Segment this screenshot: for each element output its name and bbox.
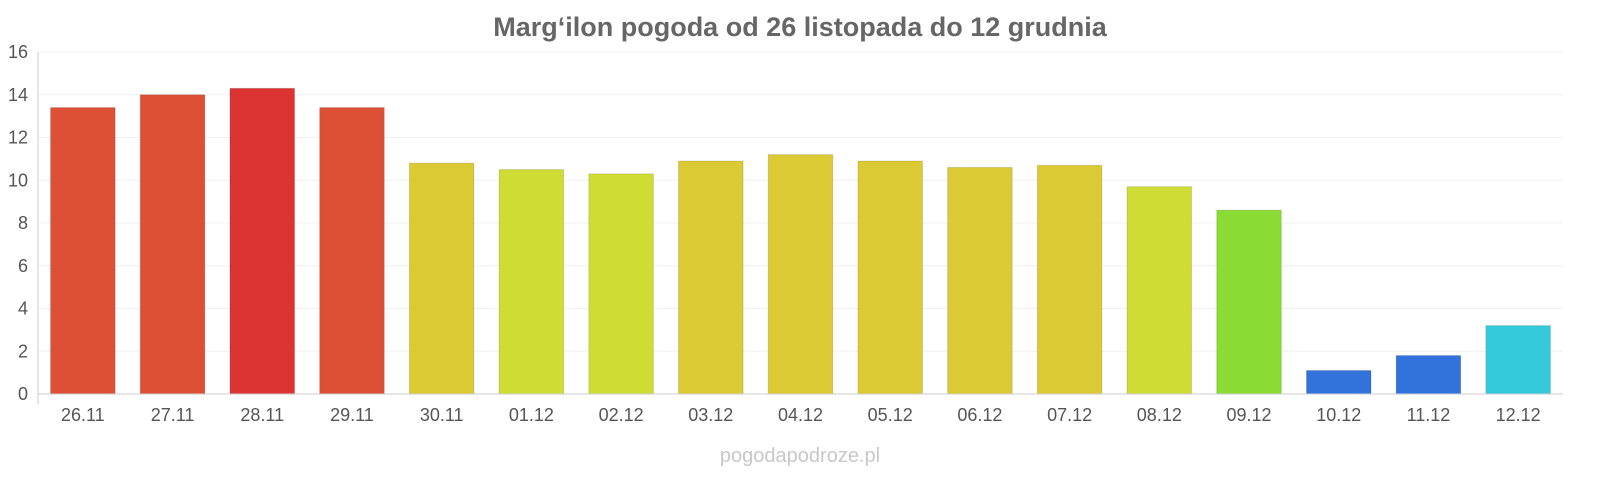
x-tick-label: 05.12	[868, 405, 913, 425]
bar-09.12	[1216, 209, 1282, 395]
bar-02.12	[588, 173, 654, 395]
x-tick-label: 28.11	[240, 405, 284, 425]
x-tick-label: 06.12	[957, 405, 1002, 425]
x-tick-label: 04.12	[778, 405, 823, 425]
bar-27.11	[139, 94, 206, 395]
x-tick-label: 08.12	[1137, 405, 1182, 425]
x-tick-label: 07.12	[1047, 405, 1092, 425]
x-tick-label: 01.12	[509, 405, 554, 425]
y-tick-label: 14	[8, 85, 28, 105]
bar-03.12	[678, 160, 744, 395]
x-tick-label: 27.11	[151, 405, 195, 425]
watermark-text: pogodapodroze.pl	[720, 445, 880, 467]
x-tick-label: 26.11	[61, 405, 105, 425]
x-tick-label: 09.12	[1227, 405, 1272, 425]
y-tick-label: 4	[18, 299, 28, 319]
x-tick-label: 12.12	[1496, 405, 1541, 425]
x-tick-label: 02.12	[599, 405, 644, 425]
x-tick-label: 03.12	[688, 405, 733, 425]
x-tick-label: 10.12	[1316, 405, 1361, 425]
chart-title: Marg‘ilon pogoda od 26 listopada do 12 g…	[493, 12, 1108, 42]
bar-10.12	[1305, 369, 1372, 395]
bars	[50, 87, 1551, 395]
y-tick-label: 8	[18, 213, 28, 233]
bar-28.11	[229, 87, 296, 395]
bar-05.12	[857, 160, 923, 395]
bar-11.12	[1395, 355, 1462, 395]
bar-01.12	[498, 169, 565, 395]
bar-26.11	[50, 107, 116, 395]
bar-07.12	[1036, 164, 1103, 395]
x-tick-label: 11.12	[1407, 405, 1451, 425]
y-tick-label: 2	[18, 341, 28, 361]
y-tick-label: 12	[8, 128, 28, 148]
x-tick-label: 29.11	[330, 405, 374, 425]
bar-12.12	[1485, 325, 1551, 395]
y-tick-label: 16	[8, 42, 28, 62]
bar-29.11	[319, 107, 385, 395]
bar-06.12	[947, 166, 1013, 395]
bar-30.11	[408, 162, 475, 395]
bar-04.12	[767, 154, 834, 395]
y-tick-label: 0	[18, 384, 28, 404]
bar-08.12	[1126, 186, 1193, 395]
y-tick-label: 6	[18, 256, 28, 276]
x-tick-label: 30.11	[420, 405, 464, 425]
x-axis-ticks: 26.11 27.11 28.11 29.11 30.11 01.12 02.12 03.12…	[61, 405, 1541, 425]
y-tick-label: 10	[8, 170, 28, 190]
y-axis-ticks: 0 2 4 6 8 10 12 14 16	[8, 42, 28, 404]
